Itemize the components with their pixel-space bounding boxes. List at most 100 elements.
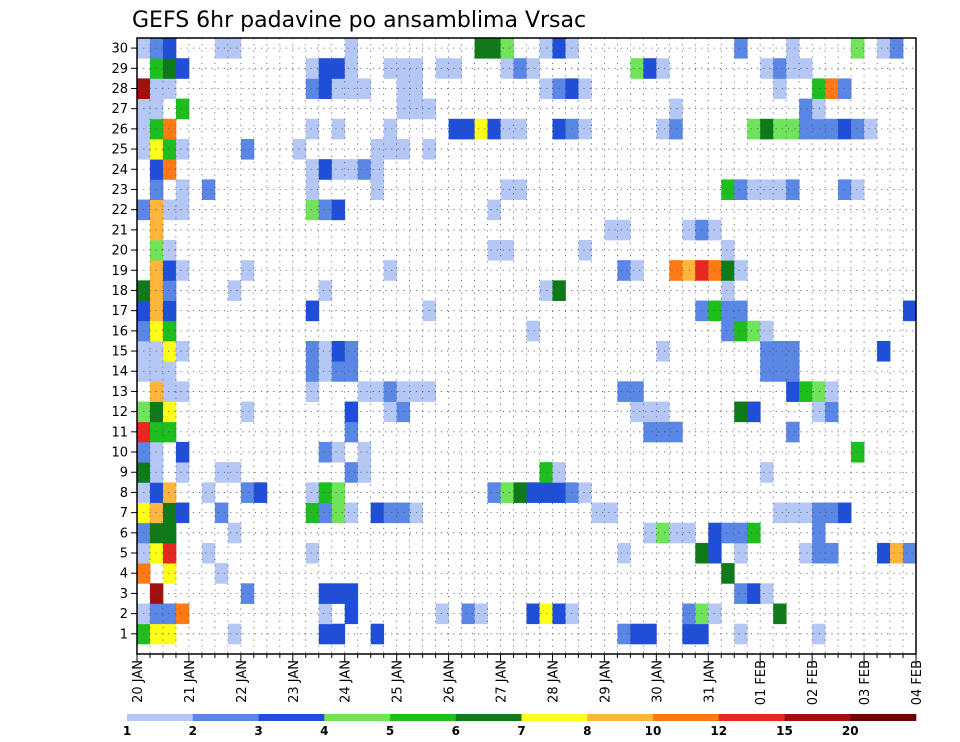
colorbar-swatch xyxy=(587,714,654,721)
heatmap-cell xyxy=(162,563,177,584)
heatmap-cell xyxy=(305,340,320,362)
heatmap-cell xyxy=(370,623,385,645)
heatmap-cell xyxy=(175,381,190,402)
heatmap-cell xyxy=(305,78,320,99)
heatmap-cell xyxy=(747,179,761,200)
heatmap-cell xyxy=(331,361,346,382)
heatmap-cell xyxy=(383,381,398,402)
y-tick-label: 11 xyxy=(111,425,128,440)
heatmap-cell xyxy=(877,340,891,362)
colorbar-label: 12 xyxy=(710,724,727,738)
heatmap-cell xyxy=(773,502,787,524)
heatmap-cell xyxy=(162,300,177,322)
heatmap-cell xyxy=(903,300,917,322)
heatmap-cell xyxy=(877,38,891,59)
heatmap-cell xyxy=(162,421,177,443)
heatmap-cell xyxy=(435,58,449,79)
heatmap-cell xyxy=(578,118,592,140)
heatmap-cell xyxy=(773,58,787,79)
heatmap-cell xyxy=(175,179,190,200)
heatmap-cell xyxy=(318,340,333,362)
heatmap-cell xyxy=(734,260,748,281)
heatmap-cell xyxy=(734,583,748,604)
heatmap-cell xyxy=(513,482,527,503)
heatmap-cell xyxy=(448,58,462,79)
colorbar-swatch xyxy=(850,714,917,721)
heatmap-cell xyxy=(526,58,540,79)
heatmap-cell xyxy=(162,482,177,503)
heatmap-cell xyxy=(760,58,774,79)
heatmap-cell xyxy=(799,58,813,79)
heatmap-cell xyxy=(344,38,359,59)
colorbar-swatch xyxy=(390,714,457,721)
colorbar-swatch xyxy=(718,714,785,721)
heatmap-cell xyxy=(773,179,787,200)
y-tick-label: 27 xyxy=(111,102,128,117)
heatmap-cell xyxy=(643,623,657,645)
heatmap-cell xyxy=(331,340,346,362)
y-tick-label: 21 xyxy=(111,223,128,238)
heatmap-cell xyxy=(786,502,800,524)
heatmap-cell xyxy=(708,260,722,281)
heatmap-cell xyxy=(162,361,177,382)
y-tick-label: 12 xyxy=(111,405,128,420)
heatmap-cell xyxy=(162,239,177,261)
heatmap-cell xyxy=(344,462,359,483)
heatmap-cell xyxy=(162,280,177,301)
heatmap-cell xyxy=(708,219,722,241)
heatmap-cell xyxy=(344,603,359,625)
heatmap-cell xyxy=(331,199,346,221)
y-tick-label: 8 xyxy=(120,486,128,501)
heatmap-cell xyxy=(474,603,488,625)
y-tick-label: 25 xyxy=(111,143,128,158)
heatmap-cell xyxy=(812,623,826,645)
heatmap-cell xyxy=(669,522,683,544)
heatmap-cell xyxy=(370,502,385,524)
heatmap-cell xyxy=(357,381,372,402)
heatmap-cell xyxy=(162,320,177,342)
heatmap-cell xyxy=(331,502,346,524)
heatmap-cell xyxy=(175,260,190,281)
heatmap-cell xyxy=(747,118,761,140)
heatmap-cell xyxy=(812,401,826,423)
heatmap-cell xyxy=(643,401,657,423)
heatmap-cell xyxy=(344,340,359,362)
y-tick-label: 7 xyxy=(120,506,128,521)
heatmap-cell xyxy=(162,623,177,645)
heatmap-cell xyxy=(396,58,411,79)
heatmap-cell xyxy=(305,502,320,524)
colorbar: 1 2 3 4 5 6 7 8 10 12 15 20 xyxy=(123,714,917,738)
x-tick-label: 28 JAN xyxy=(546,660,561,703)
heatmap-cell xyxy=(227,38,242,59)
heatmap-cell xyxy=(383,58,398,79)
heatmap-cell xyxy=(240,260,255,281)
x-tick-label: 21 JAN xyxy=(183,660,198,703)
heatmap-cell xyxy=(500,482,514,503)
y-tick-label: 22 xyxy=(111,203,128,218)
y-tick-label: 5 xyxy=(120,547,128,562)
heatmap-cell xyxy=(357,441,372,463)
heatmap-cell xyxy=(357,78,372,99)
colorbar-label: 2 xyxy=(189,724,197,738)
y-tick-label: 10 xyxy=(111,446,128,461)
heatmap-cell xyxy=(344,58,359,79)
heatmap-cell xyxy=(214,462,229,483)
heatmap-cell xyxy=(773,603,787,625)
heatmap-cell xyxy=(318,58,333,79)
heatmap-cell xyxy=(786,421,800,443)
colorbar-swatch xyxy=(653,714,720,721)
heatmap-cell xyxy=(305,118,320,140)
heatmap-cell xyxy=(435,603,449,625)
heatmap-cell xyxy=(578,78,592,99)
heatmap-cell xyxy=(513,179,527,200)
heatmap-cell xyxy=(331,441,346,463)
heatmap-cell xyxy=(253,482,268,503)
heatmap-cell xyxy=(214,563,229,584)
y-tick-label: 18 xyxy=(111,284,128,299)
colorbar-label: 20 xyxy=(842,724,859,738)
heatmap-cell xyxy=(201,542,216,564)
heatmap-cell xyxy=(617,219,631,241)
heatmap-cell xyxy=(630,260,644,281)
colorbar-label: 8 xyxy=(583,724,591,738)
heatmap-cell xyxy=(305,179,320,200)
